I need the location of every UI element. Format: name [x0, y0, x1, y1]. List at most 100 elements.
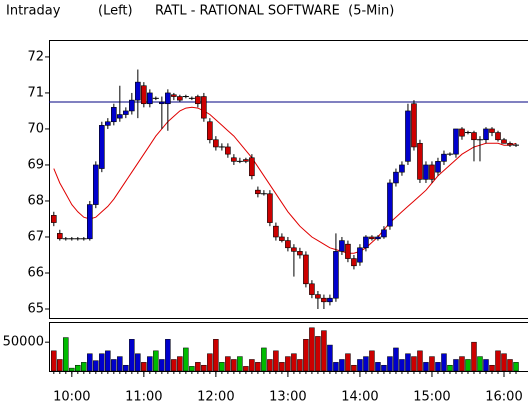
volume-bar [219, 362, 225, 372]
volume-bar [429, 356, 435, 372]
candle-body [117, 114, 123, 119]
volume-bar [255, 362, 261, 372]
volume-bar [237, 356, 243, 372]
volume-bar [399, 359, 405, 372]
volume-bar [153, 350, 159, 372]
y-tick-label: 66 [27, 265, 44, 280]
volume-bar [201, 364, 207, 372]
volume-bar [459, 356, 465, 372]
volume-bar [99, 353, 105, 372]
candle-body [351, 258, 357, 267]
volume-bar [327, 344, 333, 372]
volume-bar [369, 350, 375, 372]
volume-bar [147, 356, 153, 372]
candle-body [213, 139, 219, 148]
candle-body [231, 157, 237, 162]
volume-bar [129, 339, 135, 372]
volume-bar [351, 364, 357, 372]
volume-bar [195, 362, 201, 372]
candle-body [195, 96, 201, 105]
volume-bar [489, 364, 495, 372]
candle-body [315, 294, 321, 299]
volume-bar [507, 359, 513, 372]
candle-body [129, 99, 135, 112]
volume-bar [225, 356, 231, 372]
candle-body [309, 283, 315, 295]
y-tick-label: 70 [27, 121, 44, 136]
volume-bar [177, 356, 183, 372]
volume-bar [279, 362, 285, 372]
candle-body [51, 215, 57, 223]
volume-bar [339, 359, 345, 372]
volume-bar [345, 353, 351, 372]
x-tick-label: 13:00 [269, 390, 306, 405]
volume-bar [477, 356, 483, 372]
volume-bar [363, 356, 369, 372]
volume-bar [249, 359, 255, 372]
axis-side-label: (Left) [98, 4, 133, 19]
candle-body [93, 164, 99, 205]
volume-bar [105, 350, 111, 372]
x-tick-label: 15:00 [413, 390, 450, 405]
candle-body [471, 132, 477, 141]
volume-bar [423, 362, 429, 372]
candle-body [369, 236, 375, 240]
volume-bar [471, 341, 477, 372]
volume-bar [183, 347, 189, 372]
volume-bar [393, 347, 399, 372]
volume-bar [405, 353, 411, 372]
volume-bar [165, 339, 171, 372]
candle-body [357, 247, 363, 263]
candle-body [387, 182, 393, 227]
volume-bar [513, 362, 519, 372]
volume-bar [297, 359, 303, 372]
volume-bar [435, 362, 441, 372]
candle-body [381, 229, 387, 238]
candle-body [267, 193, 273, 223]
volume-bar [303, 339, 309, 372]
volume-bar [213, 339, 219, 372]
volume-bar [81, 362, 87, 372]
volume-bar [411, 356, 417, 372]
volume-bar [291, 353, 297, 372]
volume-bar [117, 356, 123, 372]
candle-body [57, 233, 63, 240]
y-tick-label: 72 [27, 49, 44, 64]
candle-body [363, 236, 369, 249]
moving-average [53, 106, 517, 254]
candle-body [405, 110, 411, 162]
volume-bar [495, 350, 501, 372]
candle-body [207, 121, 213, 141]
candle-body [105, 121, 111, 126]
candle-body [489, 128, 495, 133]
candle-body [201, 96, 207, 119]
candle-body [87, 204, 93, 240]
volume-bar [189, 366, 195, 372]
candle-body [273, 225, 279, 238]
candle-body [393, 171, 399, 184]
candle-body [423, 164, 429, 180]
volume-bar [267, 359, 273, 372]
candle-body [411, 103, 417, 148]
volume-bar [171, 359, 177, 372]
volume-bar [123, 364, 129, 372]
candle-body [321, 297, 327, 303]
volume-bar [261, 347, 267, 372]
candle-body [255, 189, 261, 195]
y-tick-label: 71 [27, 85, 44, 100]
mode-label: Intraday [6, 4, 61, 19]
volume-bar [159, 359, 165, 372]
volume-bar [231, 359, 237, 372]
candle-body [297, 251, 303, 256]
candle-body [123, 110, 129, 115]
volume-bar [273, 350, 279, 372]
volume-bar [285, 356, 291, 372]
y-tick-label: 65 [27, 301, 44, 316]
volume-bar [465, 359, 471, 372]
volume-bar [243, 366, 249, 372]
volume-bar [453, 359, 459, 372]
volume-bar [501, 353, 507, 372]
candle-body [291, 247, 297, 252]
candle-body [177, 96, 183, 101]
volume-bar [441, 353, 447, 372]
